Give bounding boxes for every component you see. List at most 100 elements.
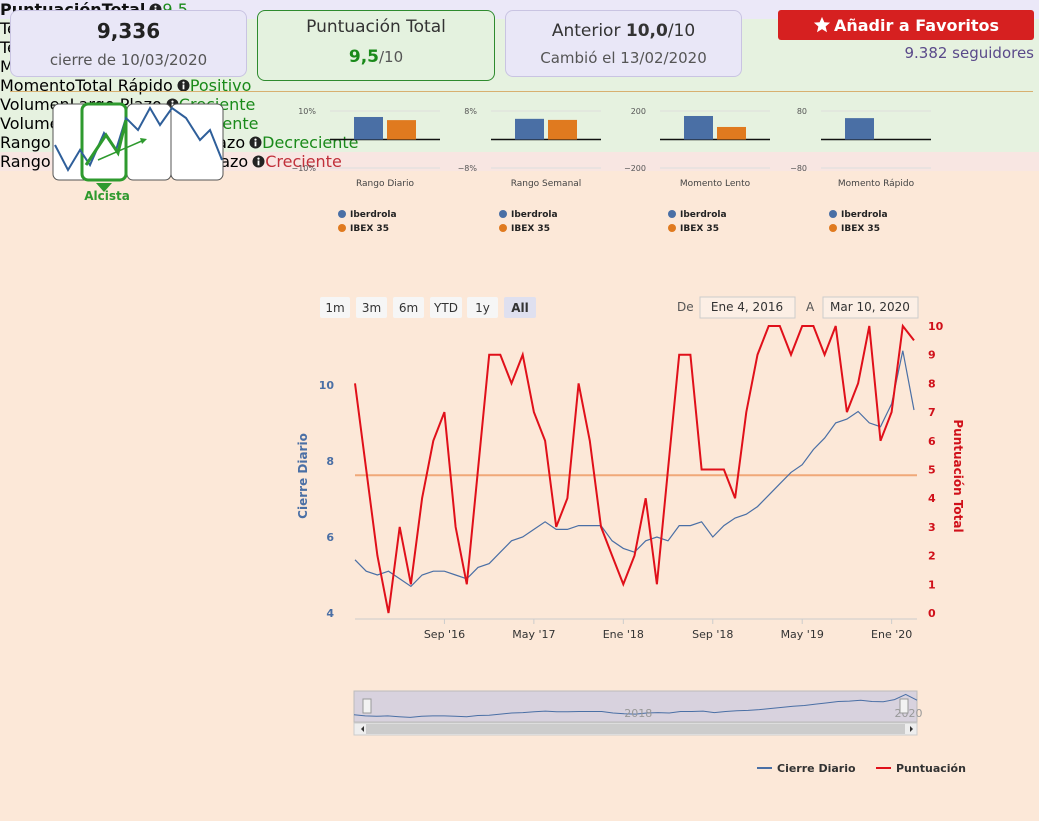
prev-box: Anterior 10,0/10 Cambió el 13/02/2020 — [505, 10, 742, 77]
x-tick-label: May '17 — [512, 628, 555, 641]
bar — [387, 120, 416, 140]
date-input[interactable] — [822, 296, 919, 319]
x-tick-label: Sep '16 — [424, 628, 465, 641]
bar — [548, 119, 577, 140]
y2-tick-label: 2 — [928, 550, 936, 563]
y2-tick-label: 7 — [928, 406, 936, 419]
y-tick-label: 200 — [631, 107, 646, 116]
x-tick-label: Ene '18 — [603, 628, 644, 641]
score-box: Puntuación Total 9,5/10 — [257, 10, 495, 81]
date-to-label: A — [806, 300, 815, 314]
indicator-label: Total Rápido — [75, 76, 190, 95]
y-tick-label: −10% — [292, 164, 317, 173]
x-axis-label: Rango Semanal — [511, 179, 582, 189]
navigator-handle[interactable] — [899, 698, 909, 714]
price-box: 9,336 cierre de 10/03/2020 — [10, 10, 247, 77]
range-button-label: YTD — [433, 301, 458, 315]
date-from-label: De — [677, 300, 694, 314]
scrollbar-thumb — [366, 724, 905, 734]
date-input[interactable] — [699, 296, 796, 319]
range-button-label: 6m — [399, 301, 418, 315]
y-tick-label: 10% — [298, 107, 316, 116]
divider — [10, 91, 1033, 92]
legend-label: IBEX 35 — [680, 224, 719, 234]
range-button-label: All — [511, 301, 529, 315]
price: 9,336 — [96, 19, 161, 43]
range-button[interactable] — [504, 297, 536, 318]
legend-label: Iberdrola — [511, 210, 558, 220]
navigator-tick-label: 2018 — [624, 707, 652, 720]
legend-label: Iberdrola — [680, 210, 727, 220]
followers: 9.382 seguidores — [904, 44, 1034, 62]
info-icon[interactable] — [252, 155, 265, 168]
bar — [717, 126, 746, 140]
y2-axis-title: Puntuación Total — [951, 419, 965, 532]
scroll-arrow — [910, 726, 913, 732]
info-icon[interactable] — [177, 79, 190, 92]
date-to: Mar 10, 2020 — [830, 300, 910, 314]
y2-tick-label: 8 — [928, 377, 936, 390]
favorite-button[interactable]: Añadir a Favoritos — [778, 10, 1034, 40]
legend-dot — [499, 210, 507, 218]
legend-label: IBEX 35 — [350, 224, 389, 234]
y2-tick-label: 10 — [928, 320, 944, 333]
close-label: cierre de 10/03/2020 — [49, 51, 208, 69]
y2-tick-label: 4 — [928, 492, 936, 505]
x-axis-label: Momento Rápido — [838, 179, 915, 189]
prev-score: 10,0 — [625, 21, 668, 41]
y-tick-label: 6 — [326, 531, 334, 544]
y-tick-label: −8% — [458, 164, 478, 173]
favorite-label: Añadir a Favoritos — [833, 15, 1000, 35]
series-line — [354, 323, 915, 614]
y2-tick-label: 0 — [928, 607, 936, 620]
range-button-label: 3m — [362, 301, 381, 315]
prev-max: /10 — [667, 21, 696, 41]
x-tick-label: Ene '20 — [871, 628, 912, 641]
range-button-label: 1y — [475, 301, 490, 315]
indicator-card: MomentoTotal Rápido Positivo — [0, 76, 1039, 95]
trend-label: Alcista — [84, 189, 130, 203]
legend-dot — [499, 224, 507, 232]
bar — [684, 115, 713, 140]
star-icon — [813, 16, 831, 33]
x-tick-label: Sep '18 — [692, 628, 733, 641]
y-tick-label: 10 — [319, 379, 335, 392]
legend-label: Iberdrola — [350, 210, 397, 220]
y-tick-label: 8 — [326, 455, 334, 468]
legend-dot — [668, 224, 676, 232]
legend-dot — [668, 210, 676, 218]
range-button-label: 1m — [325, 301, 344, 315]
legend-dot — [338, 224, 346, 232]
info-icon[interactable] — [249, 136, 262, 149]
indicator-label: Volumen — [0, 114, 70, 133]
indicator-label: Momento — [0, 76, 76, 95]
legend-dot — [829, 210, 837, 218]
navigator-line — [353, 693, 918, 718]
navigator-handle[interactable] — [362, 698, 372, 714]
indicator-value: Decreciente — [262, 133, 359, 152]
y-axis-title: Cierre Diario — [296, 433, 310, 519]
y-tick-label: 8% — [464, 107, 477, 116]
range-button[interactable] — [467, 297, 498, 318]
bar — [845, 118, 874, 140]
x-axis-label: Momento Lento — [680, 179, 751, 189]
y-tick-label: −80 — [790, 164, 807, 173]
bar — [515, 118, 544, 140]
indicator-value: Creciente — [265, 152, 342, 171]
legend-dot — [829, 224, 837, 232]
range-button[interactable] — [393, 297, 424, 318]
y2-tick-label: 6 — [928, 435, 936, 448]
scroll-arrow — [361, 726, 364, 732]
score: 9,5 — [348, 47, 379, 67]
range-button[interactable] — [320, 297, 350, 318]
range-button[interactable] — [356, 297, 387, 318]
legend-dot — [338, 210, 346, 218]
y-tick-label: 4 — [326, 607, 334, 620]
legend-label[interactable]: Cierre Diario — [777, 762, 856, 775]
range-button[interactable] — [430, 297, 462, 318]
indicator-value: Positivo — [189, 76, 252, 95]
legend-label[interactable]: Puntuación — [896, 762, 966, 775]
y2-tick-label: 9 — [928, 349, 936, 362]
